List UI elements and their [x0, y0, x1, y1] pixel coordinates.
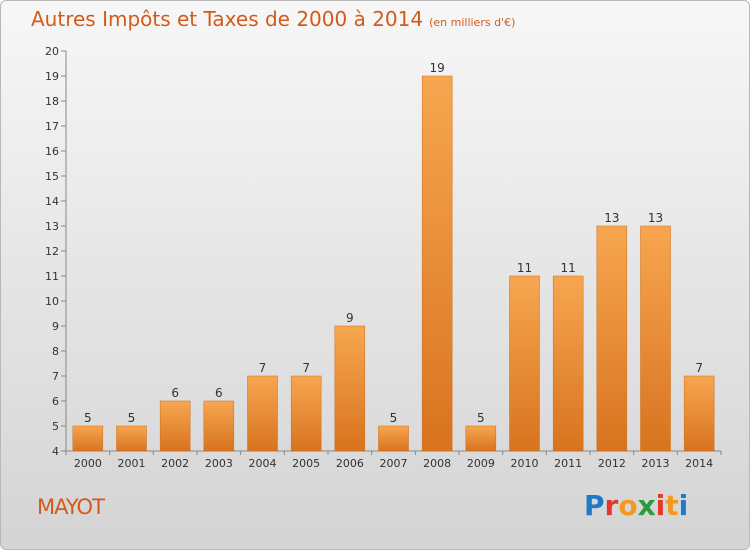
y-tick-label: 7	[52, 370, 59, 383]
bar	[247, 375, 278, 452]
y-tick-label: 13	[45, 220, 59, 233]
logo-letter: P	[584, 489, 605, 522]
bar	[596, 225, 628, 452]
y-tick-label: 10	[45, 295, 59, 308]
y-tick-label: 19	[45, 70, 59, 83]
bar-value-label: 9	[346, 311, 354, 325]
y-tick-label: 12	[45, 245, 59, 258]
x-tick-label: 2001	[118, 457, 146, 470]
bar-value-label: 13	[604, 211, 619, 225]
bar	[290, 375, 322, 452]
bar	[203, 400, 235, 452]
x-tick-label: 2007	[380, 457, 408, 470]
x-tick-label: 2000	[74, 457, 102, 470]
bar	[683, 375, 715, 452]
bar-value-label: 13	[648, 211, 663, 225]
bar-value-label: 11	[517, 261, 532, 275]
x-tick-label: 2003	[205, 457, 233, 470]
x-tick-label: 2013	[642, 457, 670, 470]
bar	[509, 275, 540, 452]
bar	[640, 225, 671, 452]
x-tick-label: 2012	[598, 457, 626, 470]
y-tick-label: 5	[52, 420, 59, 433]
bar	[159, 400, 191, 452]
bar	[378, 425, 409, 452]
chart-title-text: Autres Impôts et Taxes de 2000 à 2014	[31, 7, 424, 31]
y-tick-label: 20	[45, 45, 59, 58]
bar-value-label: 7	[259, 361, 267, 375]
logo-letter: t	[665, 489, 679, 522]
y-tick-label: 9	[52, 320, 59, 333]
bar	[72, 425, 104, 452]
bar-value-label: 11	[561, 261, 576, 275]
logo-letter: i	[655, 489, 666, 522]
chart-subtitle: (en milliers d'€)	[429, 16, 516, 29]
bar-value-label: 5	[84, 411, 92, 425]
bar	[465, 425, 497, 452]
y-tick-label: 8	[52, 345, 59, 358]
x-tick-label: 2009	[467, 457, 495, 470]
bar-value-label: 5	[128, 411, 136, 425]
bar-value-label: 7	[302, 361, 310, 375]
y-tick-label: 14	[45, 195, 59, 208]
x-tick-label: 2014	[685, 457, 713, 470]
proxiti-logo: Proxiti	[584, 489, 688, 522]
place-name: MAYOT	[37, 495, 105, 519]
y-tick-label: 6	[52, 395, 59, 408]
bar	[421, 75, 453, 452]
bar-value-label: 5	[477, 411, 485, 425]
y-tick-label: 18	[45, 95, 59, 108]
x-tick-label: 2005	[292, 457, 320, 470]
bar-value-label: 5	[390, 411, 398, 425]
x-tick-label: 2008	[423, 457, 451, 470]
chart-title: Autres Impôts et Taxes de 2000 à 2014 (en…	[31, 7, 515, 31]
logo-letter: o	[618, 489, 638, 522]
x-tick-label: 2002	[161, 457, 189, 470]
bar-value-label: 6	[215, 386, 223, 400]
y-tick-label: 15	[45, 170, 59, 183]
logo-letter: x	[637, 489, 656, 522]
y-tick-label: 11	[45, 270, 59, 283]
x-tick-label: 2010	[511, 457, 539, 470]
bar-value-label: 6	[171, 386, 179, 400]
logo-letter: r	[604, 489, 619, 522]
bar	[116, 425, 147, 452]
logo-letter: i	[678, 489, 689, 522]
x-tick-label: 2006	[336, 457, 364, 470]
x-tick-label: 2011	[554, 457, 582, 470]
y-tick-label: 17	[45, 120, 59, 133]
x-tick-label: 2004	[249, 457, 277, 470]
y-tick-label: 16	[45, 145, 59, 158]
bar-value-label: 19	[430, 61, 445, 75]
bar	[334, 325, 366, 452]
bar	[552, 275, 584, 452]
bar-value-label: 7	[695, 361, 703, 375]
y-tick-label: 4	[52, 445, 59, 458]
